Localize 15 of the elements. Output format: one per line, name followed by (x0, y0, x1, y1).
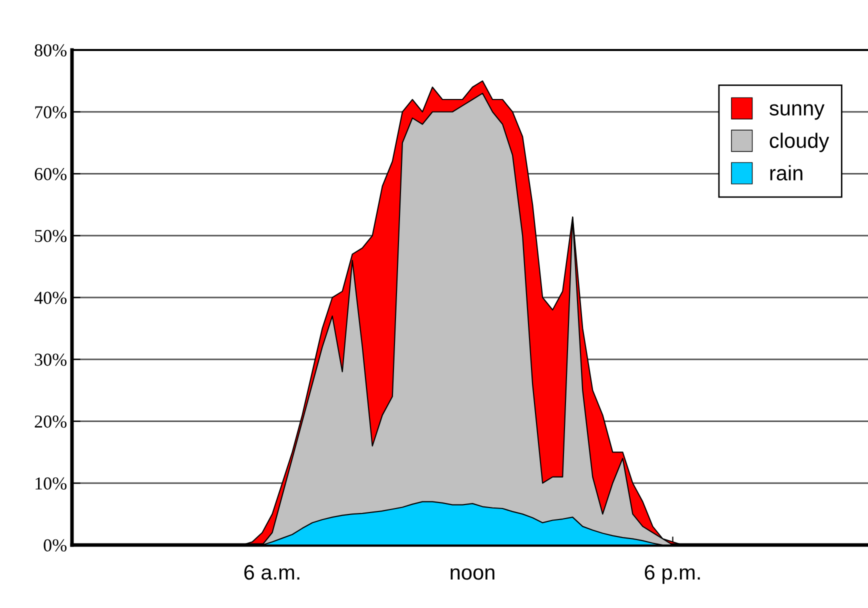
legend-label: sunny (770, 104, 824, 120)
y-tick-label: 20% (34, 416, 67, 428)
y-tick-label: 40% (34, 292, 67, 304)
legend-label: cloudy (770, 132, 830, 152)
y-tick-label: 30% (34, 354, 67, 366)
y-tick-label: 70% (35, 106, 67, 118)
y-tick-label: 10% (36, 477, 67, 490)
y-tick-label: 50% (35, 230, 67, 242)
x-tick-label: 6 p.m. (644, 564, 700, 584)
x-tick-label: 6 a.m. (244, 564, 300, 580)
y-tick-label: 0% (44, 539, 67, 552)
y-tick-label: 60% (34, 168, 67, 180)
legend-label: rain (770, 165, 802, 180)
y-tick-label: 80% (34, 44, 67, 56)
x-tick-label: noon (450, 568, 494, 580)
